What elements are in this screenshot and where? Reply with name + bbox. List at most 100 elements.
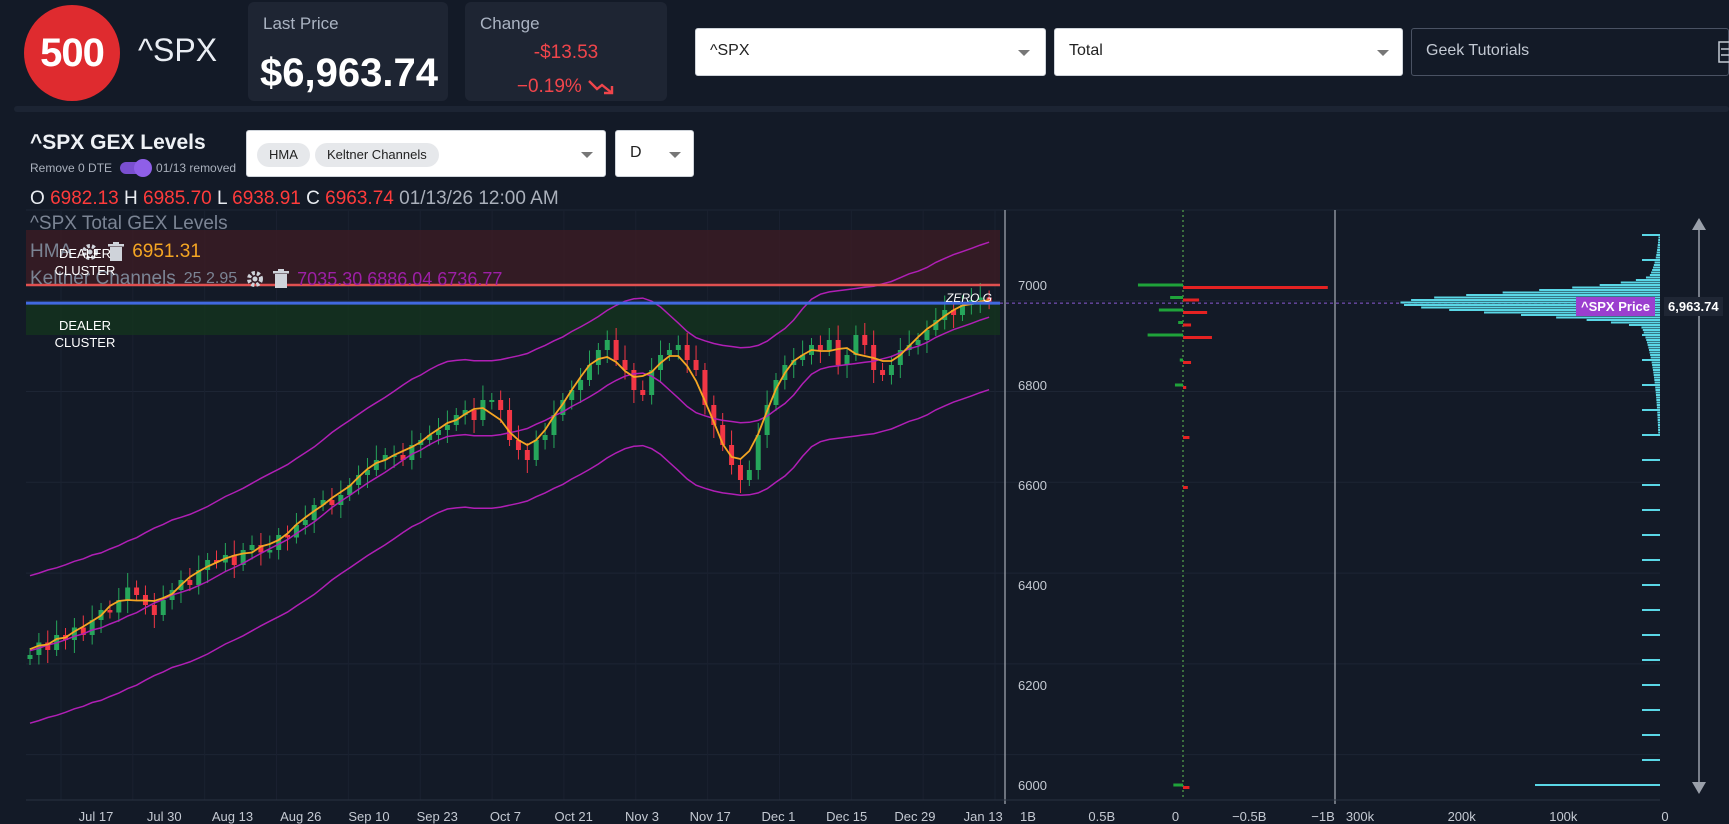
candle-body xyxy=(897,350,903,365)
candle xyxy=(764,390,770,448)
interval-select-value: D xyxy=(630,144,642,161)
chevron-down-icon xyxy=(1377,50,1389,56)
candle xyxy=(524,443,530,473)
candle xyxy=(293,513,299,544)
volume-profile-bar xyxy=(1651,361,1660,364)
candle xyxy=(382,448,388,470)
last-price-value: $6,963.74 xyxy=(260,51,438,95)
candle-body xyxy=(649,370,655,395)
volume-profile-bar xyxy=(1657,411,1660,414)
candle-body xyxy=(906,345,912,350)
remove-0dte-toggle[interactable] xyxy=(120,159,153,177)
volume-profile-bar xyxy=(1653,264,1660,266)
change-card: Change -$13.53 −0.19% xyxy=(465,2,667,101)
volume-profile-bar xyxy=(1653,266,1660,269)
volume-profile-bar xyxy=(1642,409,1660,411)
volume-profile-bar xyxy=(1642,659,1660,661)
gex-chart-canvas[interactable]: 7000 6800 6600 6400 6200 6000 Jul 17 Jul 30 Aug … xyxy=(0,190,1729,824)
volume-profile-bar xyxy=(1642,459,1660,461)
candle-body xyxy=(205,560,211,570)
volume-profile-bar xyxy=(1648,346,1660,349)
volume-profile xyxy=(1400,234,1660,786)
candle xyxy=(959,295,965,321)
indicator-chip-keltner[interactable]: Keltner Channels xyxy=(315,143,439,167)
candle-body xyxy=(693,360,699,370)
gear-icon[interactable] xyxy=(80,242,100,262)
symbol-select[interactable]: ^SPX xyxy=(695,28,1046,76)
volume-profile-bar xyxy=(1656,401,1660,404)
header-divider xyxy=(14,106,1729,112)
volume-profile-bar xyxy=(1411,299,1660,301)
candle-body xyxy=(613,340,619,360)
interval-select[interactable]: D xyxy=(615,130,694,177)
candle-body xyxy=(675,345,681,350)
candle-body xyxy=(311,505,317,520)
candle-body xyxy=(80,627,86,635)
candle xyxy=(569,380,575,410)
gex-bar-positive xyxy=(1178,321,1183,324)
trash-icon[interactable] xyxy=(273,269,290,289)
volume-axis-label: 200k xyxy=(1448,809,1477,824)
volume-profile-bar xyxy=(1657,414,1660,416)
x-tick-label: Jan 13 xyxy=(964,809,1003,824)
x-tick-label: Nov 17 xyxy=(690,809,731,824)
candle-body xyxy=(524,450,530,460)
open-label: O xyxy=(30,188,45,209)
candle-body xyxy=(551,415,557,435)
volume-profile-bar xyxy=(1572,286,1660,289)
tutorials-select[interactable]: Geek Tutorials xyxy=(1411,28,1729,76)
candle-body xyxy=(462,410,468,415)
gex-axis-label: −0.5B xyxy=(1232,809,1266,824)
candle-body xyxy=(258,545,264,553)
volume-profile-bar xyxy=(1599,284,1660,286)
candle-body xyxy=(151,605,157,615)
keltner-params: 25 2.95 xyxy=(183,270,238,287)
series-title: ^SPX Total GEX Levels xyxy=(30,213,228,234)
candle-body xyxy=(844,355,850,365)
candle xyxy=(880,363,886,381)
candle-body xyxy=(125,587,131,600)
volume-profile-bar xyxy=(1556,316,1660,319)
volume-profile-bar xyxy=(1643,331,1660,334)
candle xyxy=(116,588,122,622)
x-tick-label: Dec 1 xyxy=(761,809,795,824)
candle xyxy=(267,535,273,559)
volume-profile-bar xyxy=(1421,306,1660,309)
candle xyxy=(613,328,619,366)
candle-body xyxy=(533,440,539,460)
candle xyxy=(347,478,353,501)
volume-profile-bar xyxy=(1642,734,1660,736)
indicator-chip-hma[interactable]: HMA xyxy=(257,143,310,167)
candle-body xyxy=(933,320,939,330)
gex-bar-positive xyxy=(1137,283,1183,287)
volume-profile-bar xyxy=(1404,304,1660,306)
volume-profile-bar xyxy=(1400,301,1660,304)
volume-profile-bar xyxy=(1652,364,1660,366)
x-tick-label: Jul 30 xyxy=(147,809,182,824)
candle xyxy=(338,480,344,518)
close-label: C xyxy=(306,188,320,209)
x-tick-label: Nov 3 xyxy=(625,809,659,824)
x-axis-labels: Jul 17 Jul 30 Aug 13 Aug 26 Sep 10 Sep 23 Oct … xyxy=(79,809,1003,824)
candle xyxy=(285,525,291,551)
dealer-cluster-label-lower: DEALER CLUSTER xyxy=(54,318,116,350)
zero-gamma-label: ZERO G xyxy=(946,291,993,305)
candle-body xyxy=(746,470,752,480)
candle-body xyxy=(959,305,965,315)
volume-profile-bar xyxy=(1656,254,1660,256)
candle-body xyxy=(764,405,770,435)
gex-type-select[interactable]: Total xyxy=(1054,28,1403,76)
toggle-left-label: Remove 0 DTE xyxy=(30,161,113,175)
candle-body xyxy=(737,465,743,480)
candle-body xyxy=(338,495,344,505)
candle xyxy=(444,410,450,443)
trash-icon[interactable] xyxy=(108,242,125,262)
candle xyxy=(125,573,131,613)
volume-profile-bar xyxy=(1657,424,1660,426)
candle xyxy=(489,393,495,410)
candle-body xyxy=(720,425,726,445)
gear-icon[interactable] xyxy=(245,269,265,289)
candle-body xyxy=(951,310,957,315)
volume-profile-bar xyxy=(1653,371,1660,374)
indicator-multiselect[interactable]: HMA Keltner Channels xyxy=(246,130,606,177)
